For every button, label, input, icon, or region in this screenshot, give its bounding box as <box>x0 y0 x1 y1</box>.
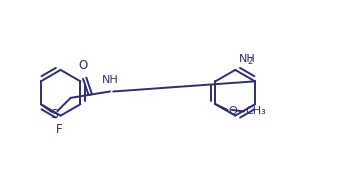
Text: S: S <box>50 108 58 121</box>
Text: CH₃: CH₃ <box>245 106 266 117</box>
Text: NH: NH <box>102 74 119 84</box>
Text: O: O <box>78 59 87 73</box>
Text: F: F <box>56 123 62 136</box>
Text: 2: 2 <box>247 57 252 66</box>
Text: NH: NH <box>239 54 256 64</box>
Text: O: O <box>228 106 237 115</box>
